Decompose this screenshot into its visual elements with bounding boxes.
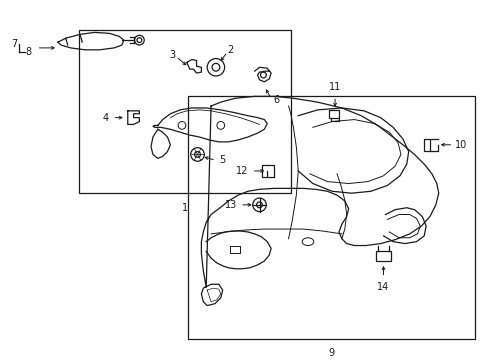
Text: 12: 12 — [235, 166, 247, 176]
Bar — [79, 31, 291, 193]
Text: 6: 6 — [272, 95, 279, 105]
Text: 13: 13 — [224, 200, 237, 210]
Text: 2: 2 — [227, 45, 233, 55]
Bar — [328, 110, 338, 118]
Text: 4: 4 — [102, 113, 108, 123]
Text: 8: 8 — [25, 47, 31, 57]
Text: 1: 1 — [182, 203, 188, 213]
Text: 11: 11 — [328, 82, 341, 93]
Text: 14: 14 — [377, 282, 389, 292]
Text: 7: 7 — [12, 39, 18, 49]
Text: 10: 10 — [454, 140, 467, 150]
Bar — [375, 251, 390, 261]
Text: 5: 5 — [218, 155, 224, 165]
Text: 3: 3 — [169, 50, 175, 60]
Text: 9: 9 — [327, 348, 334, 358]
Bar — [187, 96, 474, 338]
